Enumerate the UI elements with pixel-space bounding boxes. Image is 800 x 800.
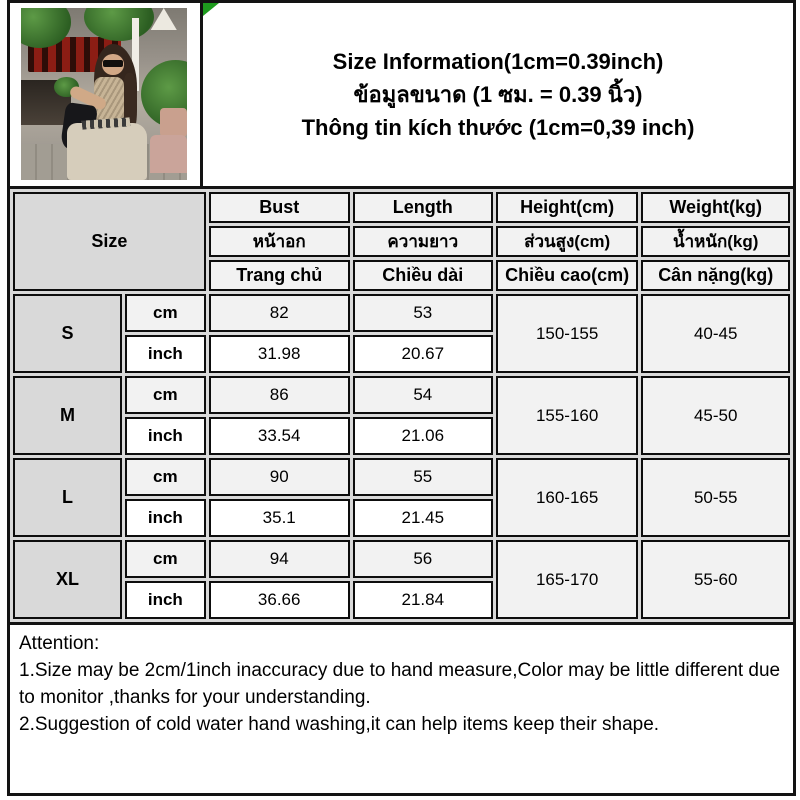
bust-inch-cell: 35.1 <box>208 499 350 537</box>
length-cm-cell: 54 <box>352 376 493 414</box>
title-vietnamese: Thông tin kích thước (1cm=0,39 inch) <box>301 115 695 140</box>
weight-range-cell: 50-55 <box>641 458 790 537</box>
bust-inch-cell: 33.54 <box>208 417 350 455</box>
length-header-thai-cell: ความยาว <box>352 226 493 257</box>
bust-header-vi-cell: Trang chủ <box>208 260 350 291</box>
size-letter-cell: S <box>13 294 122 373</box>
size-table: Size Bust Length Height(cm) Weight(kg) ห… <box>10 189 793 622</box>
attention-heading: Attention: <box>19 633 100 654</box>
header-band: Size Information(1cm=0.39inch) ข้อมูลขนา… <box>10 3 793 186</box>
unit-inch-cell: inch <box>124 581 206 619</box>
height-range-cell: 155-160 <box>495 376 639 455</box>
height-range-cell: 150-155 <box>495 294 639 373</box>
unit-cm-cell: cm <box>124 376 206 414</box>
pendant-lamp-icon <box>150 8 178 31</box>
height-header-vi-cell: Chiều cao(cm) <box>495 260 639 291</box>
photo-cell <box>10 3 203 186</box>
length-inch-cell: 21.06 <box>352 417 493 455</box>
side-chair <box>150 135 187 174</box>
size-letter-cell: XL <box>13 540 122 619</box>
height-range-cell: 165-170 <box>495 540 639 619</box>
table-row: inch 35.1 21.45 <box>13 499 790 537</box>
table-row: inch 31.98 20.67 <box>13 335 790 373</box>
title-english: Size Information(1cm=0.39inch) <box>332 49 664 74</box>
height-header-cell: Height(cm) <box>495 192 639 223</box>
sunglasses-icon <box>103 60 124 67</box>
table-row: XL cm 94 56 165-170 55-60 <box>13 540 790 619</box>
bust-cm-cell: 86 <box>208 376 350 414</box>
bust-header-cell: Bust <box>208 192 350 223</box>
bust-cm-cell: 82 <box>208 294 350 332</box>
header-row-vietnamese: Trang chủ Chiều dài Chiều cao(cm) Cân nặ… <box>13 260 790 291</box>
table-row: S cm 82 53 150-155 40-45 <box>13 294 790 373</box>
bust-inch-cell: 31.98 <box>208 335 350 373</box>
unit-inch-cell: inch <box>124 499 206 537</box>
size-chart-sheet: Size Information(1cm=0.39inch) ข้อมูลขนา… <box>7 0 796 796</box>
header-row-thai: หน้าอก ความยาว ส่วนสูง(cm) น้ำหนัก(kg) <box>13 226 790 257</box>
attention-note-2: 2.Suggestion of cold water hand washing,… <box>19 714 660 735</box>
header-row-english: Size Bust Length Height(cm) Weight(kg) <box>13 192 790 291</box>
weight-header-thai-cell: น้ำหนัก(kg) <box>641 226 790 257</box>
bust-inch-cell: 36.66 <box>208 581 350 619</box>
product-photo <box>21 8 187 180</box>
length-header-vi-cell: Chiều dài <box>352 260 493 291</box>
weight-header-cell: Weight(kg) <box>641 192 790 223</box>
table-row: inch 36.66 21.84 <box>13 581 790 619</box>
flower-pot <box>160 107 187 137</box>
unit-inch-cell: inch <box>124 335 206 373</box>
weight-header-vi-cell: Cân nặng(kg) <box>641 260 790 291</box>
size-letter-cell: M <box>13 376 122 455</box>
weight-range-cell: 45-50 <box>641 376 790 455</box>
table-row: inch 33.54 21.06 <box>13 417 790 455</box>
length-inch-cell: 21.45 <box>352 499 493 537</box>
bust-header-thai-cell: หน้าอก <box>208 226 350 257</box>
unit-inch-cell: inch <box>124 417 206 455</box>
length-cm-cell: 53 <box>352 294 493 332</box>
height-header-thai-cell: ส่วนสูง(cm) <box>495 226 639 257</box>
attention-note-1: 1.Size may be 2cm/1inch inaccuracy due t… <box>19 660 781 708</box>
table-row: L cm 90 55 160-165 50-55 <box>13 458 790 537</box>
length-inch-cell: 20.67 <box>352 335 493 373</box>
length-inch-cell: 21.84 <box>352 581 493 619</box>
weight-range-cell: 55-60 <box>641 540 790 619</box>
length-cm-cell: 56 <box>352 540 493 578</box>
weight-range-cell: 40-45 <box>641 294 790 373</box>
size-information-title: Size Information(1cm=0.39inch) ข้อมูลขนา… <box>203 3 793 186</box>
length-header-cell: Length <box>352 192 493 223</box>
bust-cm-cell: 94 <box>208 540 350 578</box>
bust-cm-cell: 90 <box>208 458 350 496</box>
unit-cm-cell: cm <box>124 540 206 578</box>
unit-cm-cell: cm <box>124 458 206 496</box>
height-range-cell: 160-165 <box>495 458 639 537</box>
size-header-cell: Size <box>13 192 206 291</box>
window-frame <box>132 18 139 91</box>
length-cm-cell: 55 <box>352 458 493 496</box>
size-table-band: Size Bust Length Height(cm) Weight(kg) ห… <box>10 186 793 625</box>
table-row: M cm 86 54 155-160 45-50 <box>13 376 790 455</box>
model-pants <box>67 123 148 180</box>
title-thai: ข้อมูลขนาด (1 ซม. = 0.39 นิ้ว) <box>353 82 643 107</box>
unit-cm-cell: cm <box>124 294 206 332</box>
size-letter-cell: L <box>13 458 122 537</box>
hanging-plant-icon <box>84 8 154 41</box>
attention-section: Attention: 1.Size may be 2cm/1inch inacc… <box>10 625 793 793</box>
